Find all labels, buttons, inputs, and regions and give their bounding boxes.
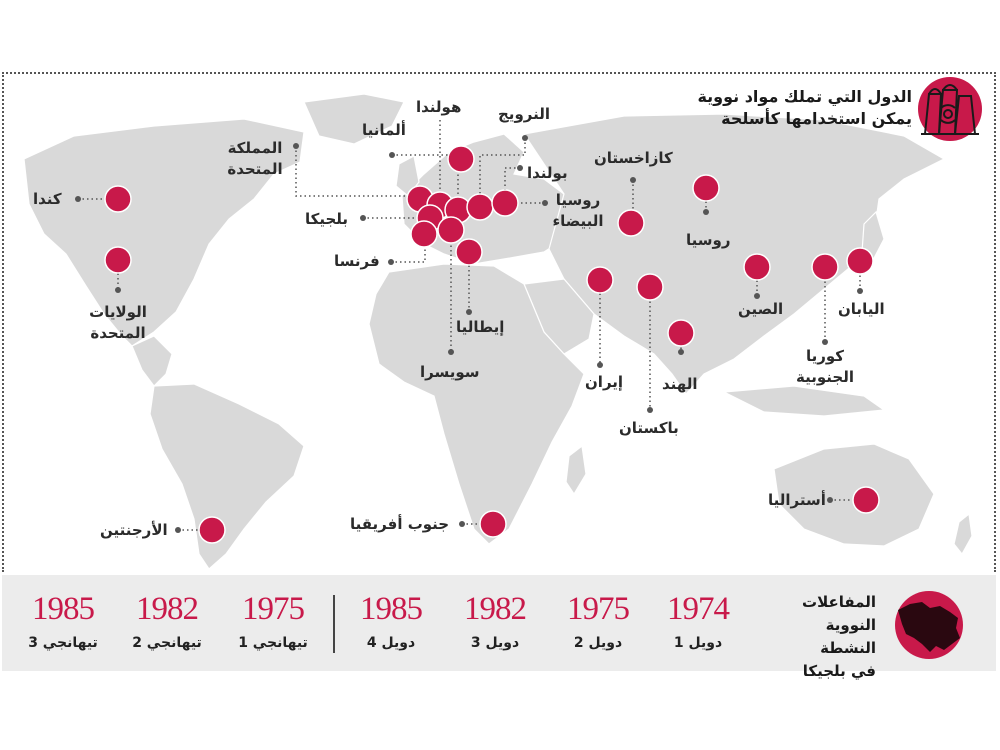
label-belgium: بلجيكا	[305, 210, 349, 228]
france-marker[interactable]	[410, 220, 438, 248]
japan-marker[interactable]	[846, 247, 874, 275]
iran-marker[interactable]	[586, 266, 614, 294]
indonesia-landmass	[721, 385, 886, 417]
reactor-year-4: 1985	[360, 591, 423, 627]
reactor-year-1: 1974	[667, 591, 730, 627]
canada-leader-dot	[75, 196, 81, 202]
reactor-name-4: دويل 4	[366, 635, 416, 651]
north-america-landmass	[23, 118, 305, 347]
switzerland-marker[interactable]	[437, 216, 465, 244]
japan-leader-dot	[857, 288, 863, 294]
usa-marker[interactable]	[104, 246, 132, 274]
africa-landmass	[368, 263, 585, 545]
south-korea-marker[interactable]	[811, 253, 839, 281]
reactors-divider	[333, 595, 335, 653]
label-south-africa: جنوب أفريقيا	[350, 515, 450, 533]
map-title-line2: يمكن استخدامها كأسلحة	[721, 109, 912, 128]
label-poland: بولندا	[527, 164, 568, 182]
argentina-leader-dot	[175, 527, 181, 533]
label-south-korea: كوريا الجنوبية	[796, 347, 854, 386]
reactor-name-3: دويل 3	[470, 635, 520, 651]
map-title-line1: الدول التي تملك مواد نووية	[697, 87, 912, 106]
reactor-name-5: تيهانجي 1	[238, 635, 308, 651]
russia-leader-dot	[703, 209, 709, 215]
label-germany: ألمانيا	[362, 121, 406, 139]
iran-leader-dot	[597, 362, 603, 368]
label-pakistan: باكستان	[619, 419, 679, 437]
label-india: الهند	[662, 375, 698, 393]
label-japan: اليابان	[838, 300, 885, 318]
canada-marker[interactable]	[104, 185, 132, 213]
label-china: الصين	[738, 300, 784, 318]
reactor-name-2: دويل 2	[573, 635, 623, 651]
label-russia: روسيا	[686, 231, 731, 249]
map-title: الدول التي تملك مواد نووية يمكن استخدامه…	[697, 86, 912, 130]
uk-leader-dot	[293, 143, 299, 149]
label-kazakhstan: كازاخستان	[594, 149, 673, 167]
china-leader-dot	[754, 293, 760, 299]
label-usa: الولايات المتحدة	[89, 303, 147, 342]
label-belarus: روسيا البيضاء	[552, 191, 604, 230]
label-italy: إيطاليا	[456, 318, 505, 336]
nuclear-plant-icon	[918, 77, 982, 141]
belarus-marker[interactable]	[491, 189, 519, 217]
reactor-year-2: 1975	[567, 591, 630, 627]
france-leader-dot	[388, 259, 394, 265]
pakistan-leader-dot	[647, 407, 653, 413]
argentina-marker[interactable]	[198, 516, 226, 544]
label-netherlands: هولندا	[416, 98, 462, 116]
reactor-name-1: دويل 1	[673, 635, 723, 651]
reactor-year-5: 1975	[242, 591, 305, 627]
germany-leader-dot	[389, 152, 395, 158]
label-switzerland: سويسرا	[420, 363, 480, 381]
reactor-year-6: 1982	[136, 591, 199, 627]
switzerland-leader-dot	[448, 349, 454, 355]
label-australia: أستراليا	[768, 491, 826, 509]
new-zealand-landmass	[953, 512, 973, 556]
kazakhstan-leader-dot	[630, 177, 636, 183]
label-canada: كندا	[33, 190, 62, 208]
australia-leader-dot	[827, 497, 833, 503]
label-uk: المملكة المتحدة	[227, 139, 283, 178]
central-america-landmass	[131, 335, 173, 387]
china-marker[interactable]	[743, 253, 771, 281]
south-america-landmass	[149, 383, 305, 570]
reactors-panel	[2, 575, 996, 671]
russia-marker[interactable]	[692, 174, 720, 202]
pakistan-marker[interactable]	[636, 273, 664, 301]
madagascar-landmass	[565, 444, 587, 496]
uk-leader	[295, 146, 420, 197]
norway-leader-dot	[522, 135, 528, 141]
reactor-name-7: تيهانجي 3	[28, 635, 98, 651]
greenland-landmass	[303, 93, 405, 145]
italy-marker[interactable]	[455, 238, 483, 266]
belarus-leader-dot	[542, 200, 548, 206]
reactor-name-6: تيهانجي 2	[132, 635, 202, 651]
india-leader-dot	[678, 349, 684, 355]
reactor-year-3: 1982	[464, 591, 527, 627]
poland-leader-dot	[517, 165, 523, 171]
label-norway: النرويج	[498, 105, 550, 123]
india-marker[interactable]	[667, 319, 695, 347]
italy-leader-dot	[466, 309, 472, 315]
usa-leader-dot	[115, 287, 121, 293]
reactor-year-7: 1985	[32, 591, 95, 627]
south-korea-leader-dot	[822, 339, 828, 345]
south-africa-leader-dot	[459, 521, 465, 527]
belgium-leader-dot	[360, 215, 366, 221]
norway-leader	[479, 138, 526, 205]
south-africa-marker[interactable]	[479, 510, 507, 538]
reactors-panel-title: المفاعلات النووية النشطة في بلجيكا	[802, 593, 876, 680]
label-argentina: الأرجنتين	[100, 521, 168, 539]
belgium-map-icon	[895, 591, 963, 659]
label-france: فرنسا	[334, 252, 380, 270]
poland-marker[interactable]	[466, 193, 494, 221]
norway-marker[interactable]	[447, 145, 475, 173]
label-iran: إيران	[585, 373, 624, 391]
australia-marker[interactable]	[852, 486, 880, 514]
kazakhstan-marker[interactable]	[617, 209, 645, 237]
